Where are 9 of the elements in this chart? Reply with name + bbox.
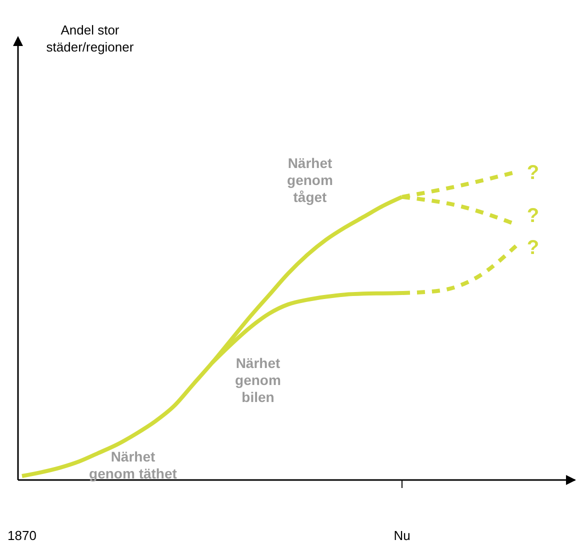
text: Andel stor städer/regioner	[46, 22, 134, 54]
annotation: Närhet genom täthet	[89, 448, 178, 482]
annotation: ?	[526, 237, 540, 259]
annotation: Närhet genom tåget	[287, 155, 333, 205]
annotation: ?	[526, 205, 540, 227]
annotation: Närhet genom bilen	[235, 355, 281, 405]
x-tick-label: Nu	[394, 528, 410, 543]
x-tick-label: 1870	[8, 528, 36, 543]
annotation: ?	[526, 162, 540, 184]
